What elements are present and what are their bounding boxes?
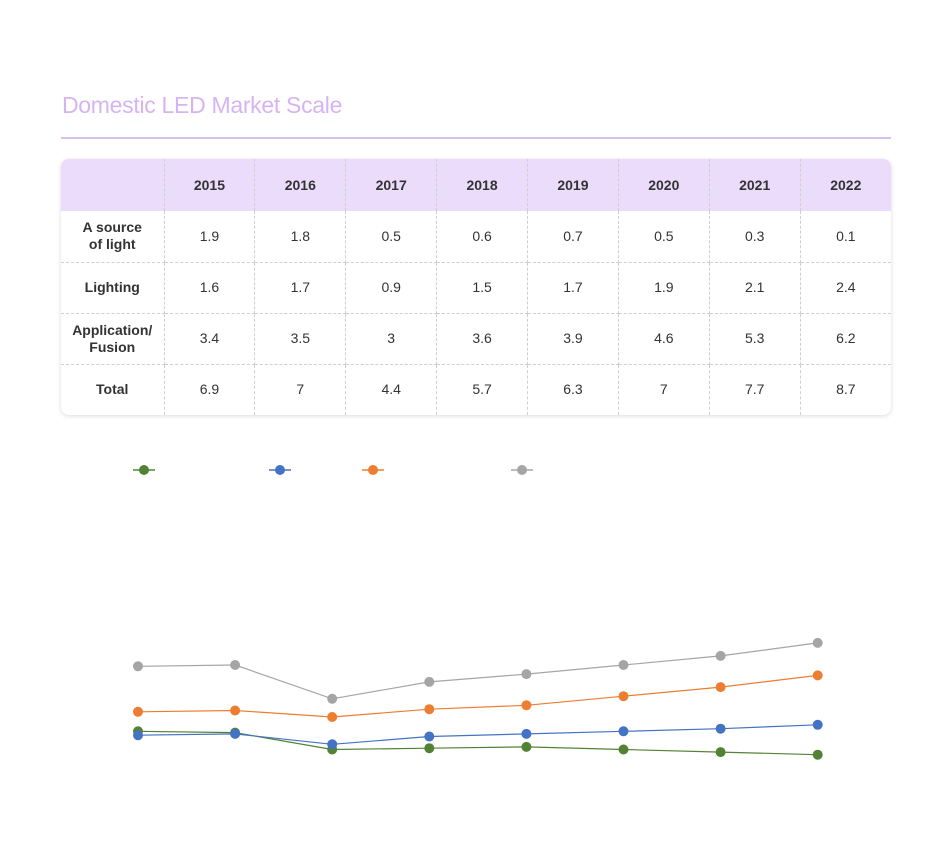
- table-cell: 6.9: [164, 364, 255, 415]
- year-header-2015: 2015: [164, 159, 255, 211]
- legend-marker-2: [368, 465, 378, 475]
- data-point: [133, 661, 143, 671]
- table-cell: 0.9: [346, 262, 437, 313]
- data-point: [521, 742, 531, 752]
- data-point: [813, 720, 823, 730]
- data-point: [133, 707, 143, 717]
- table-cell: 7: [255, 364, 346, 415]
- data-point: [813, 750, 823, 760]
- table-cell: 1.8: [255, 211, 346, 262]
- data-point: [716, 724, 726, 734]
- table-cell: 0.7: [528, 211, 619, 262]
- row-label-line: Lighting: [85, 279, 140, 295]
- table-cell: 2.1: [709, 262, 800, 313]
- chart-title: Domestic LED Market Scale: [62, 92, 342, 119]
- row-label: A source of light: [61, 211, 164, 262]
- table-cell: 1.7: [528, 262, 619, 313]
- table-cell: 0.6: [437, 211, 528, 262]
- table-cell: 2.4: [800, 262, 891, 313]
- data-point: [716, 651, 726, 661]
- table-cell: 1.9: [618, 262, 709, 313]
- data-point: [716, 682, 726, 692]
- table-cell: 6.2: [800, 313, 891, 364]
- data-point: [619, 726, 629, 736]
- table-cell: 0.5: [618, 211, 709, 262]
- table-cell: 3.5: [255, 313, 346, 364]
- line-chart: [0, 440, 950, 780]
- year-header-2018: 2018: [437, 159, 528, 211]
- table-cell: 1.6: [164, 262, 255, 313]
- row-label-line: Application/: [72, 322, 152, 338]
- legend-marker-3: [517, 465, 527, 475]
- table-header-row: 2015 2016 2017 2018 2019 2020 2021 2022: [61, 159, 891, 211]
- table-cell: 3.6: [437, 313, 528, 364]
- data-point: [813, 670, 823, 680]
- data-point: [424, 704, 434, 714]
- data-point: [230, 660, 240, 670]
- table-cell: 3.4: [164, 313, 255, 364]
- table-cell: 0.1: [800, 211, 891, 262]
- data-point: [327, 739, 337, 749]
- table-row: Lighting 1.6 1.7 0.9 1.5 1.7 1.9 2.1 2.4: [61, 262, 891, 313]
- year-header-2016: 2016: [255, 159, 346, 211]
- table-cell: 5.7: [437, 364, 528, 415]
- table-cell: 3: [346, 313, 437, 364]
- row-label-line: Total: [96, 381, 128, 397]
- table-cell: 1.9: [164, 211, 255, 262]
- data-point: [716, 747, 726, 757]
- data-point: [133, 730, 143, 740]
- table-cell: 7: [618, 364, 709, 415]
- data-point: [327, 694, 337, 704]
- table-cell: 3.9: [528, 313, 619, 364]
- row-label: Lighting: [61, 262, 164, 313]
- table-row: A source of light 1.9 1.8 0.5 0.6 0.7 0.5 0.3 0.1: [61, 211, 891, 262]
- data-point: [424, 743, 434, 753]
- table-cell: 4.4: [346, 364, 437, 415]
- legend-marker-1: [275, 465, 285, 475]
- table-cell: 0.3: [709, 211, 800, 262]
- market-table: 2015 2016 2017 2018 2019 2020 2021 2022 A sourc…: [61, 159, 891, 415]
- data-point: [619, 691, 629, 701]
- row-label-line: of light: [89, 236, 136, 252]
- data-point: [619, 745, 629, 755]
- data-point: [230, 729, 240, 739]
- data-point: [813, 638, 823, 648]
- table-cell: 8.7: [800, 364, 891, 415]
- year-header-2019: 2019: [528, 159, 619, 211]
- table-cell: 0.5: [346, 211, 437, 262]
- year-header-2020: 2020: [618, 159, 709, 211]
- year-header-2021: 2021: [709, 159, 800, 211]
- table-row: Application/Fusion 3.4 3.5 3 3.6 3.9 4.6 5.3 6.2: [61, 313, 891, 364]
- table-cell: 1.5: [437, 262, 528, 313]
- table-cell: 5.3: [709, 313, 800, 364]
- row-label: Application/Fusion: [61, 313, 164, 364]
- data-point: [521, 669, 531, 679]
- table-corner-cell: [61, 159, 164, 211]
- data-point: [424, 732, 434, 742]
- row-label: Total: [61, 364, 164, 415]
- row-label-line: A source: [83, 219, 142, 235]
- year-header-2017: 2017: [346, 159, 437, 211]
- data-point: [230, 706, 240, 716]
- table-cell: 1.7: [255, 262, 346, 313]
- table-cell: 4.6: [618, 313, 709, 364]
- table-cell: 6.3: [528, 364, 619, 415]
- data-point: [619, 660, 629, 670]
- table-row: Total 6.9 7 4.4 5.7 6.3 7 7.7 8.7: [61, 364, 891, 415]
- title-divider: [61, 137, 891, 139]
- row-label-line: Fusion: [89, 339, 135, 355]
- data-point: [521, 700, 531, 710]
- data-point: [424, 677, 434, 687]
- table-cell: 7.7: [709, 364, 800, 415]
- legend-marker-0: [139, 465, 149, 475]
- series-line-3: [138, 643, 818, 699]
- data-point: [521, 729, 531, 739]
- year-header-2022: 2022: [800, 159, 891, 211]
- data-point: [327, 712, 337, 722]
